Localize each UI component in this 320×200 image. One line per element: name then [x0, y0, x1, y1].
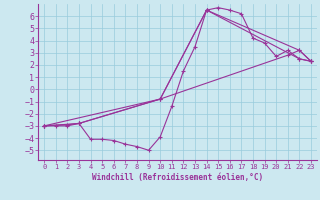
X-axis label: Windchill (Refroidissement éolien,°C): Windchill (Refroidissement éolien,°C) [92, 173, 263, 182]
